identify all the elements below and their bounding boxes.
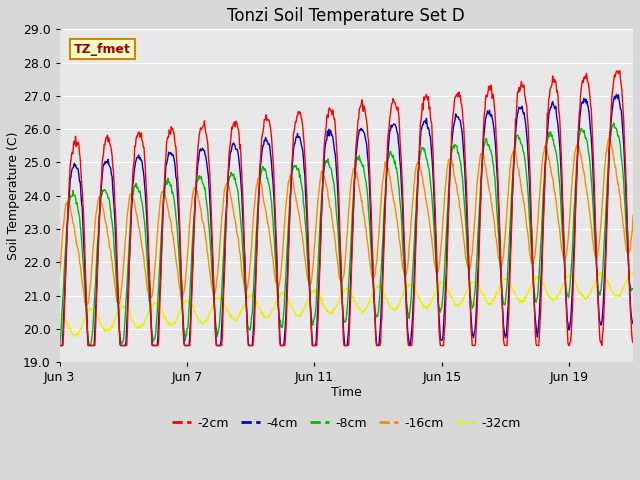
- Legend: -2cm, -4cm, -8cm, -16cm, -32cm: -2cm, -4cm, -8cm, -16cm, -32cm: [167, 412, 525, 435]
- Y-axis label: Soil Temperature (C): Soil Temperature (C): [7, 132, 20, 260]
- X-axis label: Time: Time: [331, 385, 362, 398]
- Text: TZ_fmet: TZ_fmet: [74, 43, 131, 56]
- Title: Tonzi Soil Temperature Set D: Tonzi Soil Temperature Set D: [227, 7, 465, 25]
